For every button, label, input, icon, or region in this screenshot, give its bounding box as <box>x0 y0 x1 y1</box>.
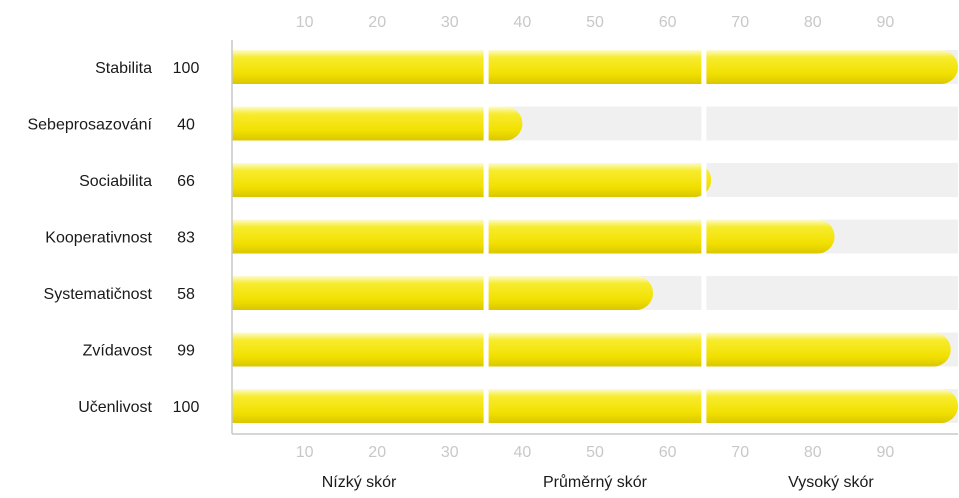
bar <box>232 106 523 141</box>
x-tick-label-top: 10 <box>296 14 314 31</box>
value-label: 40 <box>177 117 195 134</box>
x-tick-label-bottom: 10 <box>296 444 314 461</box>
value-label: 99 <box>177 343 195 360</box>
bar <box>232 276 654 310</box>
category-label: Zvídavost <box>83 343 153 360</box>
value-label: 83 <box>177 230 195 247</box>
x-tick-label-top: 80 <box>804 14 822 31</box>
x-tick-label-top: 70 <box>731 14 749 31</box>
x-tick-label-bottom: 20 <box>368 444 386 461</box>
x-tick-label-bottom: 50 <box>586 444 604 461</box>
bar <box>232 219 835 254</box>
value-label: 58 <box>177 286 195 303</box>
x-tick-label-top: 20 <box>368 14 386 31</box>
x-tick-label-top: 50 <box>586 14 604 31</box>
category-label: Stabilita <box>95 60 152 77</box>
axis-layer <box>231 40 958 435</box>
category-label: Kooperativnost <box>45 230 152 247</box>
category-label: Systematičnost <box>44 286 153 303</box>
x-tick-label-top: 90 <box>877 14 895 31</box>
x-tick-label-bottom: 60 <box>659 444 677 461</box>
zone-label: Průměrný skór <box>543 473 648 491</box>
zone-label: Vysoký skór <box>788 474 874 491</box>
x-tick-label-bottom: 90 <box>877 444 895 461</box>
bar <box>232 163 712 197</box>
zone-label: Nízký skór <box>322 474 397 491</box>
zone-separator <box>483 40 489 434</box>
x-tick-label-bottom: 80 <box>804 444 822 461</box>
x-tick-label-bottom: 40 <box>514 444 532 461</box>
bar <box>232 332 951 367</box>
value-label: 66 <box>177 173 195 190</box>
x-tick-label-bottom: 30 <box>441 444 459 461</box>
bar-layer <box>232 50 958 423</box>
x-tick-label-top: 30 <box>441 14 459 31</box>
x-tick-label-top: 40 <box>514 14 532 31</box>
value-label: 100 <box>173 399 200 416</box>
zone-separator <box>701 40 707 434</box>
bar <box>232 50 958 84</box>
category-label: Sebeprosazování <box>27 117 152 134</box>
category-label: Sociabilita <box>79 173 152 190</box>
x-tick-label-bottom: 70 <box>731 444 749 461</box>
bar <box>232 389 958 423</box>
value-label: 100 <box>173 60 200 77</box>
x-tick-label-top: 60 <box>659 14 677 31</box>
zone-separator-layer <box>483 40 707 434</box>
category-label: Učenlivost <box>78 399 152 416</box>
label-layer: Stabilita 100 Sebeprosazování 40 Sociabilita… <box>27 14 894 491</box>
